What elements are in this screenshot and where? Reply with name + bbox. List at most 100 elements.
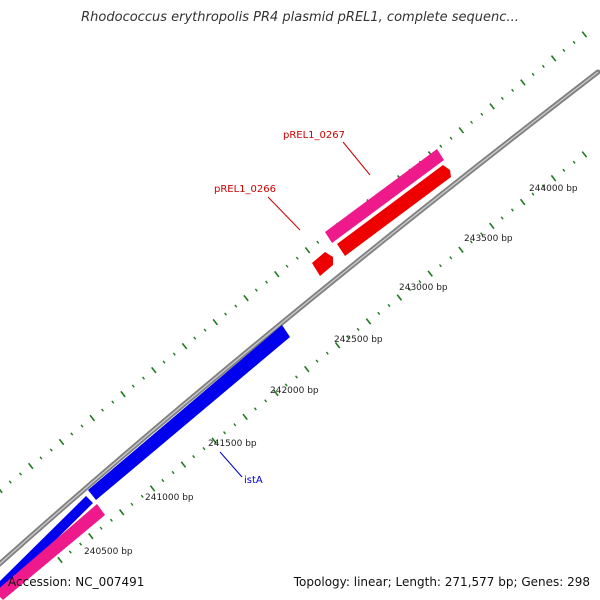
tick-label-243000: 243000 bp: [399, 283, 448, 293]
tick-major: [334, 341, 341, 349]
tick-label-242000: 242000 bp: [270, 386, 319, 396]
label-pREL1_0267: pREL1_0267: [283, 130, 345, 141]
tick-minor: [19, 472, 22, 476]
tick-major: [581, 151, 588, 158]
tick-minor: [109, 518, 113, 522]
tick-minor: [172, 352, 176, 356]
tick-minor: [449, 256, 453, 260]
gene-pREL1_0266-part-2[interactable]: [337, 165, 451, 256]
tick-major: [427, 270, 433, 277]
topology-text: Topology: linear; Length: 271,577 bp; Ge…: [293, 575, 590, 589]
tick-minor: [254, 288, 258, 292]
tick-minor: [79, 542, 83, 546]
tick-major: [243, 294, 249, 302]
tick-minor: [202, 447, 206, 451]
tick-minor: [315, 359, 319, 363]
tick-major: [212, 318, 219, 326]
gene-pREL1_0267[interactable]: [325, 149, 444, 243]
tick-minor: [192, 454, 196, 459]
tick-minor: [500, 216, 504, 220]
tick-label-243500: 243500 bp: [464, 234, 513, 244]
tick-minor: [264, 399, 268, 403]
tick-major: [304, 365, 310, 373]
tick-minor: [438, 264, 442, 268]
sequence-backbone-highlight: [0, 71, 599, 565]
tick-minor: [541, 184, 545, 188]
tick-minor: [541, 64, 545, 68]
label-istA: istA: [244, 475, 263, 486]
tick-label-241000: 241000 bp: [145, 493, 194, 503]
tick-minor: [193, 336, 197, 340]
tick-major: [180, 461, 187, 468]
tick-minor: [49, 448, 53, 452]
tick-major: [0, 488, 3, 494]
label-pREL1_0266: pREL1_0266: [214, 184, 276, 195]
tick-minor: [346, 335, 350, 339]
tick-minor: [101, 408, 104, 412]
tick-label-240500: 240500 bp: [84, 547, 133, 557]
tick-minor: [233, 423, 237, 427]
tick-minor: [203, 328, 207, 332]
tick-minor: [511, 88, 515, 92]
tick-minor: [449, 136, 453, 140]
tick-minor: [68, 550, 72, 554]
tick-minor: [142, 376, 146, 380]
tick-major: [88, 532, 94, 540]
tick-minor: [80, 424, 84, 428]
sequence-backbone: [0, 69, 600, 567]
tick-major: [581, 31, 588, 38]
gene-pink-lower[interactable]: [0, 504, 105, 600]
tick-label-244000: 244000 bp: [529, 184, 578, 194]
tick-minor: [162, 360, 166, 364]
tick-minor: [111, 400, 115, 404]
tick-minor: [572, 160, 576, 164]
tick-minor: [377, 311, 381, 316]
tick-major: [27, 462, 34, 470]
tick-major: [151, 366, 157, 374]
tick-minor: [161, 478, 165, 483]
tick-minor: [408, 287, 412, 292]
tick-minor: [562, 48, 566, 52]
tick-major: [57, 556, 63, 564]
tick-minor: [265, 280, 269, 284]
tick-minor: [325, 351, 329, 355]
tick-major: [458, 127, 465, 134]
tick-minor: [387, 303, 391, 308]
istA-label-line: [219, 451, 243, 478]
gene-istA-segment-2[interactable]: [88, 325, 290, 500]
tick-major: [458, 246, 464, 254]
tick-minor: [500, 96, 504, 100]
tick-minor: [39, 456, 43, 460]
tick-minor: [439, 144, 443, 148]
tick-minor: [223, 431, 226, 435]
tick-minor: [99, 526, 103, 530]
tick-major: [120, 390, 126, 398]
tick-minor: [253, 407, 257, 411]
tick-minor: [234, 304, 238, 308]
tick-major: [396, 294, 403, 301]
tick-major: [365, 318, 372, 325]
tick-label-242500: 242500 bp: [334, 335, 383, 345]
tick-minor: [316, 240, 320, 244]
tick-minor: [356, 327, 360, 331]
tick-major: [211, 437, 218, 444]
tick-minor: [224, 312, 228, 316]
tick-minor: [284, 383, 288, 387]
tick-major: [149, 485, 156, 492]
tick-major: [304, 246, 311, 254]
tick-minor: [130, 502, 134, 506]
tick-major: [58, 438, 65, 446]
tick-major: [550, 174, 557, 182]
tick-major: [242, 413, 248, 421]
tick-major: [520, 79, 526, 86]
tick-minor: [470, 120, 474, 124]
pREL1_0267-label-line: [342, 141, 371, 176]
tick-minor: [285, 264, 289, 268]
tick-major: [519, 198, 526, 206]
tick-minor: [70, 432, 74, 436]
gene-pREL1_0266-part-1[interactable]: [312, 252, 333, 276]
tick-minor: [510, 208, 514, 212]
tick-minor: [8, 480, 12, 484]
